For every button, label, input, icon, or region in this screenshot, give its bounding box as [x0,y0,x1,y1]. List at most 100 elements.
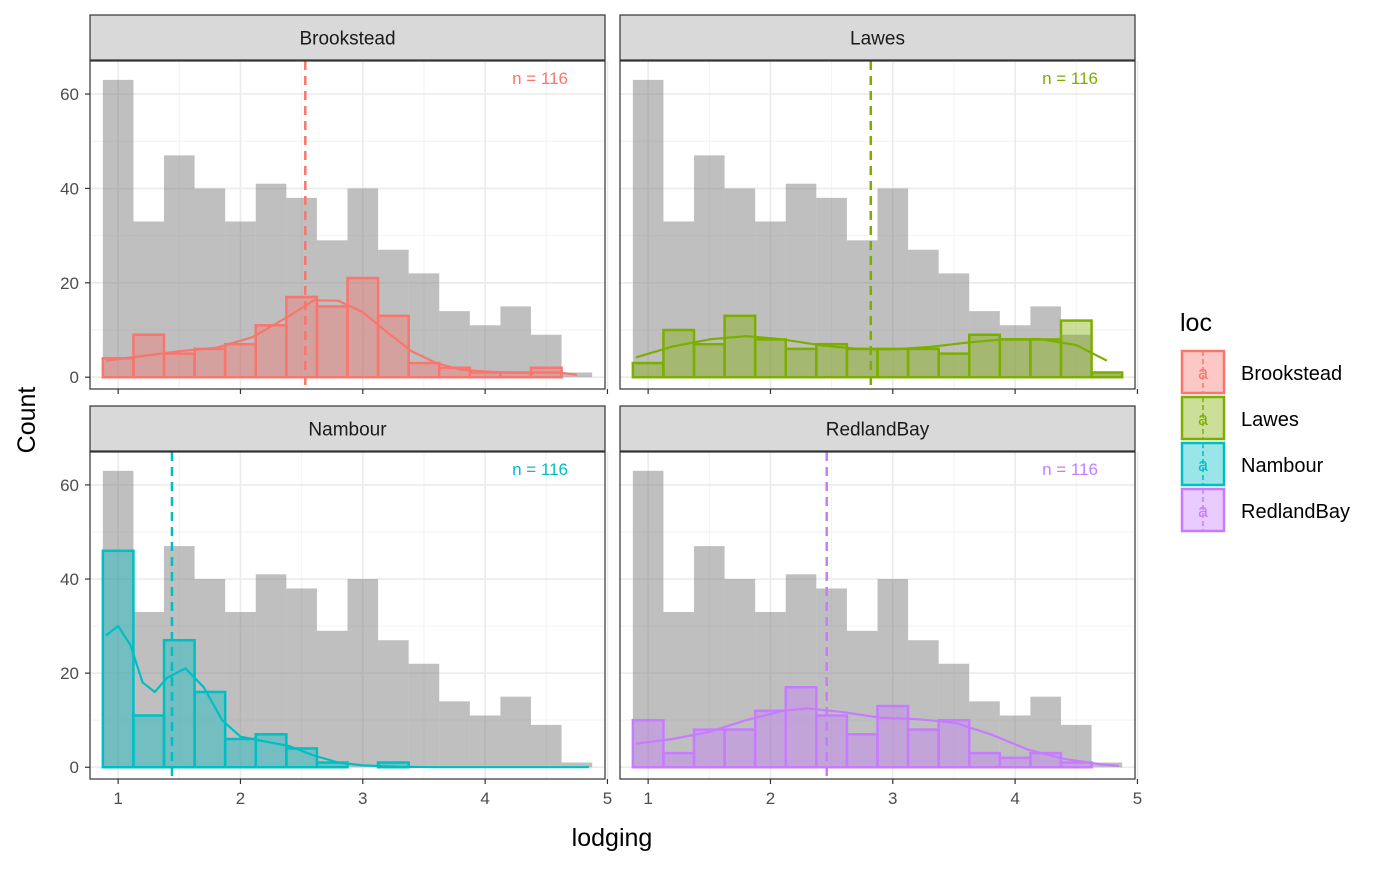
background-bar [194,579,226,768]
location-bar [346,276,380,379]
legend-key-glyph: a [1198,363,1209,383]
background-bar [500,696,531,768]
background-bar [102,79,134,378]
location-bar [937,718,971,769]
background-bar [785,183,817,378]
panel-border [619,451,1136,780]
legend: loc a Brookstead a Lawes a Nambour a RedlandBay [1180,309,1350,533]
location-bar [285,295,319,379]
facet-strip-label: RedlandBay [826,420,930,441]
background-bar [938,273,970,378]
background-bar [530,724,562,768]
background-bar [286,588,317,768]
facet-strip [619,405,1136,452]
location-bar [753,709,788,769]
facet-strip [89,14,606,61]
y-tick-label: 20 [60,274,79,293]
panel-border [89,451,606,780]
background-bar [316,630,348,768]
facet-panel-brookstead: Brookstead n = 116 0 20 40 60 [60,14,609,394]
location-bar [315,761,349,769]
location-bar [315,305,349,379]
legend-key-glyph: a [1198,455,1209,475]
location-bar [723,728,757,769]
location-bar [376,314,410,379]
background-bar [469,325,501,378]
background-bar [1030,696,1061,768]
location-bar [193,690,227,769]
background-bar [724,579,756,768]
y-tick-label: 40 [60,570,79,589]
location-bar [631,361,665,379]
background-bar [846,630,878,768]
facet-strip [89,405,606,452]
background-bar [632,79,664,378]
background-bar [999,325,1031,378]
x-tick-label: 5 [1133,789,1142,808]
x-tick-label: 4 [1010,789,1019,808]
background-bar [378,249,409,378]
background-bar [286,197,317,378]
x-tick-label: 4 [480,789,489,808]
legend-key-glyph: a [1198,409,1209,429]
background-bar [816,588,847,768]
background-bar [164,546,195,768]
location-bar [906,728,940,769]
x-tick-label: 1 [643,789,652,808]
location-bar [1090,371,1124,379]
y-tick-label: 60 [60,85,79,104]
background-bar [133,611,165,768]
background-bar [500,306,531,378]
location-bar [662,751,696,769]
sample-size-label: n = 116 [1042,460,1098,479]
x-axis-title: lodging [572,824,653,852]
facet-panel-redlandbay: RedlandBay n = 116 1 2 3 4 5 [619,405,1142,808]
sample-size-label: n = 116 [512,69,568,88]
x-tick-label: 3 [358,789,367,808]
location-bar [967,751,1002,769]
location-bar [162,638,196,769]
background-bar [663,221,695,378]
facet-panel-lawes: Lawes n = 116 [619,14,1139,394]
density-curve [635,335,1108,362]
y-tick-label: 0 [70,368,79,387]
background-bar [938,663,970,768]
legend-label: Nambour [1241,455,1324,477]
background-bar [908,640,939,768]
background-bar [969,311,1000,378]
density-curve [105,624,590,769]
location-bar [845,733,879,769]
background-bar [1060,334,1092,378]
background-bar [908,249,939,378]
background-bar [408,273,440,378]
location-bar [815,714,849,769]
location-bar [468,371,502,379]
background-bar [1091,372,1123,378]
background-bar [877,579,909,768]
x-tick-label: 2 [766,789,775,808]
location-bar [906,347,940,379]
facet-strip-label: Lawes [850,29,905,50]
background-bar [347,188,379,378]
location-bar [753,338,788,379]
background-bar [225,221,256,378]
background-bar [755,221,786,378]
background-bar [378,640,409,768]
location-bar [998,338,1032,379]
location-bar [998,756,1032,769]
location-bar [723,314,757,379]
legend-label: RedlandBay [1241,501,1350,523]
location-bar [1059,761,1093,769]
x-tick-label: 3 [888,789,897,808]
location-bar [784,686,818,769]
background-bar [316,240,348,378]
facet-strip-label: Nambour [308,420,387,441]
location-bar [662,328,696,379]
location-bar [1029,338,1063,379]
location-bar [937,352,971,379]
location-bar [876,347,910,379]
background-bar [969,701,1000,768]
location-bar [254,324,288,379]
legend-key-glyph: a [1198,501,1209,521]
